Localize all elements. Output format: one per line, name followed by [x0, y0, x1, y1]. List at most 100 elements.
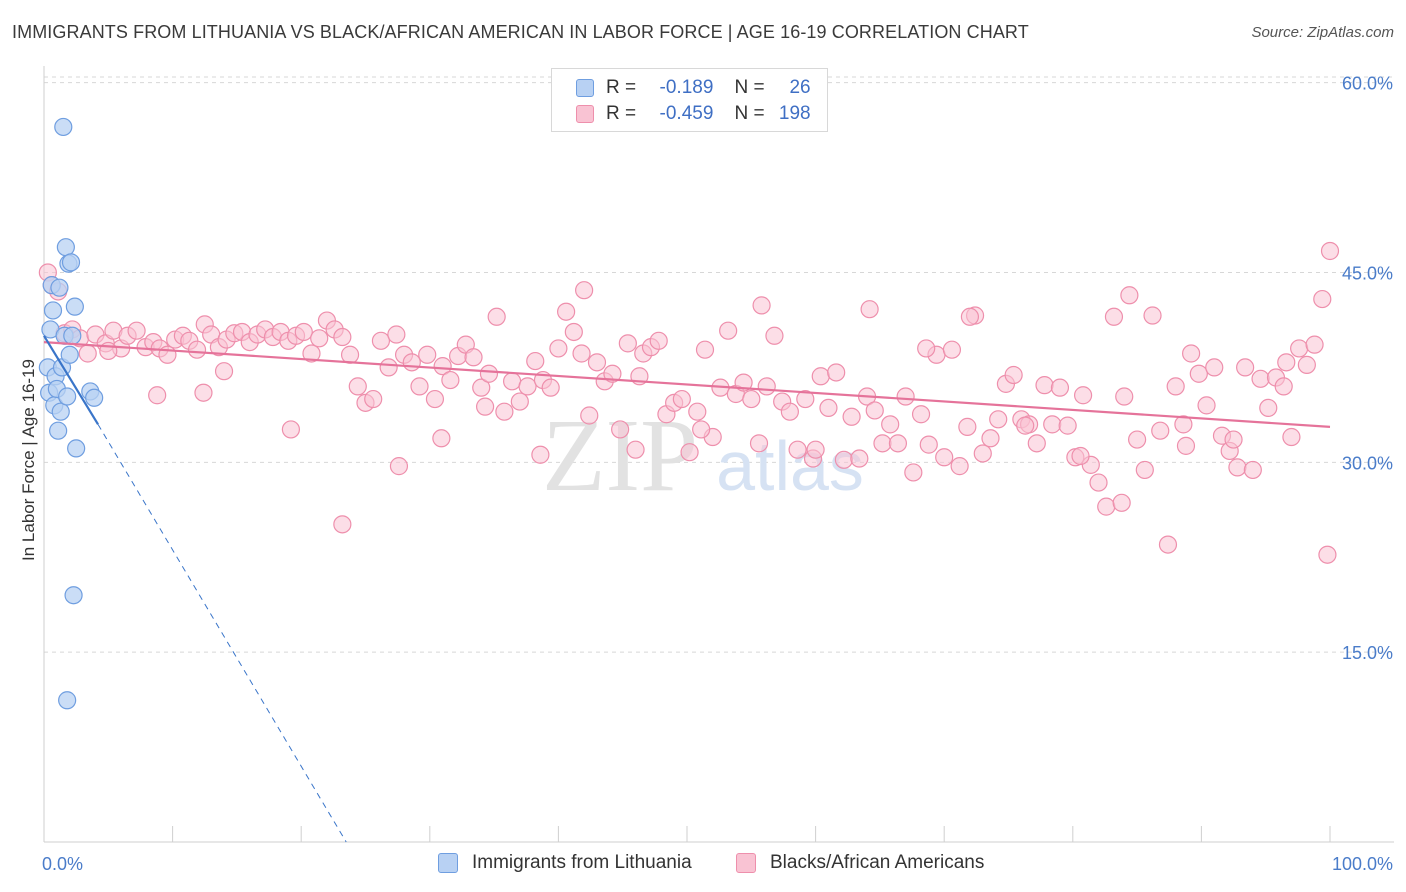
- point-black: [302, 344, 321, 363]
- point-black: [1112, 493, 1131, 512]
- point-lithuania: [51, 402, 70, 421]
- point-black: [531, 445, 550, 464]
- point-lithuania: [58, 387, 77, 406]
- point-black: [888, 434, 908, 453]
- point-black: [1274, 377, 1293, 396]
- y-tick-label: 15.0%: [1342, 643, 1393, 663]
- point-black: [1071, 446, 1090, 466]
- point-black: [626, 440, 645, 459]
- point-lithuania: [67, 439, 86, 458]
- point-black: [564, 322, 583, 342]
- point-black: [618, 334, 637, 353]
- legend-row-lithuania: R = -0.189 N = 26: [576, 76, 811, 100]
- point-black: [510, 392, 529, 411]
- legend-row-black: R = -0.459 N = 198: [576, 102, 811, 126]
- point-lithuania: [85, 388, 104, 407]
- point-black: [1197, 396, 1216, 415]
- point-lithuania: [56, 238, 75, 257]
- point-black: [973, 444, 992, 463]
- point-black: [904, 463, 923, 482]
- point-black: [958, 417, 977, 436]
- point-black: [364, 389, 383, 409]
- point-lithuania: [50, 278, 69, 297]
- point-black: [487, 307, 506, 326]
- series-label-lithuania: Immigrants from Lithuania: [472, 852, 692, 873]
- point-black: [475, 397, 495, 416]
- point-black: [526, 351, 545, 371]
- point-black: [960, 307, 980, 326]
- point-black: [850, 449, 869, 468]
- series-legend-black: Blacks/African Americans: [736, 852, 984, 874]
- point-black: [749, 434, 769, 453]
- point-black: [1073, 386, 1093, 405]
- point-black: [692, 420, 711, 439]
- point-lithuania: [65, 297, 84, 316]
- point-black: [418, 345, 437, 364]
- point-black: [911, 405, 931, 424]
- point-black: [78, 344, 97, 363]
- grid-lines: [44, 76, 1394, 653]
- point-black: [281, 420, 301, 439]
- point-black: [649, 331, 668, 350]
- legend-r-label: R =: [606, 103, 637, 124]
- point-black: [433, 357, 452, 376]
- point-lithuania: [64, 586, 83, 605]
- series-legend-lithuania: Immigrants from Lithuania: [438, 852, 692, 874]
- point-black: [942, 340, 962, 359]
- point-black: [881, 415, 900, 434]
- x-tick-label: 0.0%: [42, 854, 83, 874]
- point-black: [572, 344, 591, 363]
- trend-line-black: [43, 341, 1331, 428]
- point-black: [503, 372, 522, 391]
- point-lithuania: [49, 421, 68, 440]
- point-black: [1174, 415, 1193, 434]
- point-black: [495, 402, 514, 421]
- point-lithuania: [61, 253, 81, 272]
- point-black: [935, 448, 954, 467]
- point-black: [148, 386, 167, 405]
- point-black: [214, 362, 234, 381]
- axes: [43, 66, 1394, 843]
- point-black: [603, 364, 622, 383]
- point-black: [672, 389, 691, 409]
- point-black: [580, 406, 599, 425]
- point-black: [194, 383, 213, 402]
- point-black: [1228, 458, 1247, 477]
- point-lithuania: [63, 326, 82, 345]
- point-black: [1151, 421, 1170, 440]
- point-black: [1189, 364, 1208, 383]
- point-black: [1097, 497, 1116, 516]
- point-black: [742, 389, 761, 409]
- tick-labels: 15.0% 30.0% 45.0% 60.0% 0.0% 100.0%: [42, 74, 1393, 874]
- legend-swatch-pink: [576, 105, 594, 123]
- point-black: [1282, 427, 1301, 447]
- point-black: [860, 300, 879, 319]
- point-black: [1058, 416, 1077, 435]
- point-black: [688, 402, 707, 421]
- point-black: [333, 515, 352, 534]
- point-black: [1120, 286, 1139, 305]
- y-axis-label: In Labor Force | Age 16-19: [19, 359, 38, 561]
- point-black: [379, 358, 398, 377]
- point-black: [1166, 377, 1185, 396]
- legend-n-value: 198: [778, 103, 811, 124]
- point-black: [1224, 430, 1243, 449]
- point-black: [1016, 416, 1035, 435]
- point-black: [806, 440, 825, 459]
- point-black: [587, 353, 607, 372]
- point-black: [549, 339, 568, 358]
- series-label-black: Blacks/African Americans: [770, 852, 985, 873]
- point-black: [896, 387, 915, 406]
- stats-legend: R = -0.189 N = 26 R = -0.459 N = 198: [551, 68, 828, 132]
- point-black: [819, 398, 838, 418]
- point-lithuania: [58, 691, 77, 710]
- point-black: [187, 340, 207, 359]
- point-black: [340, 345, 360, 364]
- point-black: [348, 377, 367, 396]
- point-black: [1115, 387, 1134, 406]
- point-black: [1104, 307, 1124, 326]
- point-black: [719, 321, 738, 340]
- point-black: [575, 281, 594, 300]
- point-black: [1277, 353, 1296, 372]
- point-black: [1089, 473, 1108, 492]
